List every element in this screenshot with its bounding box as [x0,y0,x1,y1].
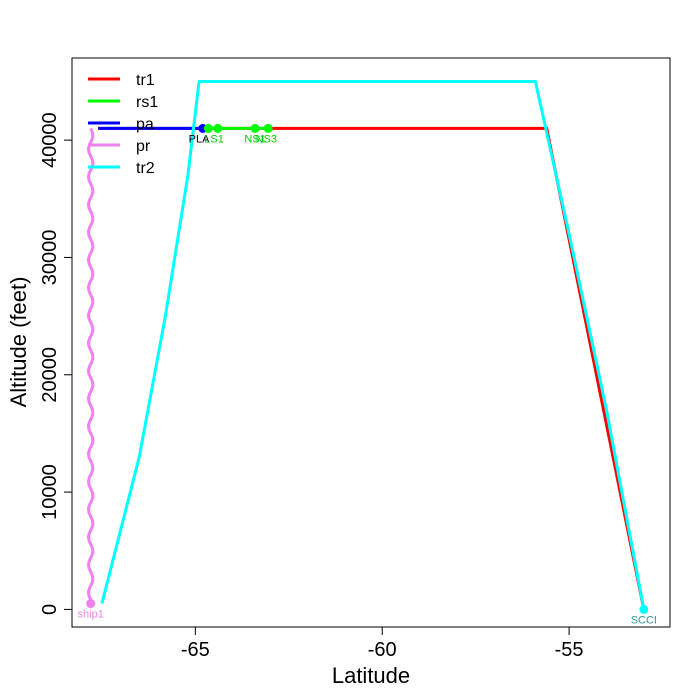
x-tick-label-1: -60 [368,639,397,661]
x-axis-title: Latitude [332,663,410,688]
data-point-tr2-6 [639,604,649,614]
point-label-ls1: LS1 [204,133,224,145]
data-point-rs1-2 [213,123,223,133]
series-line-pr [87,127,95,605]
legend-label-rs1: rs1 [136,94,158,111]
legend-label-tr1: tr1 [136,72,155,89]
x-tick-label-0: -65 [181,639,210,661]
y-axis-title: Altitude (feet) [6,277,31,408]
point-label-pla: PLA [189,133,210,145]
data-point-rs1-3 [250,123,260,133]
series-layer [87,80,646,610]
series-line-tr2 [100,80,646,610]
y-tick-label-4: 40000 [39,112,61,168]
x-axis: -65 -60 -55 [181,626,584,661]
point-label-ns3: NS3 [256,133,277,145]
data-point-rs1-4 [263,123,273,133]
y-axis: 0 10000 20000 30000 40000 [39,112,73,615]
marker-layer [86,123,649,614]
legend-label-tr2: tr2 [136,160,155,177]
y-tick-label-2: 20000 [39,347,61,403]
data-point-rs1-1 [203,123,213,133]
legend-label-pr: pr [136,138,151,155]
legend: tr1 rs1 pa pr tr2 [88,72,158,177]
y-tick-label-1: 10000 [39,464,61,520]
point-label-scci: SCCI [631,614,657,626]
legend-label-pa: pa [136,116,154,133]
data-point-pr-5 [86,599,96,609]
x-tick-label-2: -55 [555,639,584,661]
point-label-ship1: ship1 [78,609,104,621]
point-label-ns1: NS1 [244,133,265,145]
y-tick-label-3: 30000 [39,230,61,286]
y-tick-label-0: 0 [39,604,61,615]
